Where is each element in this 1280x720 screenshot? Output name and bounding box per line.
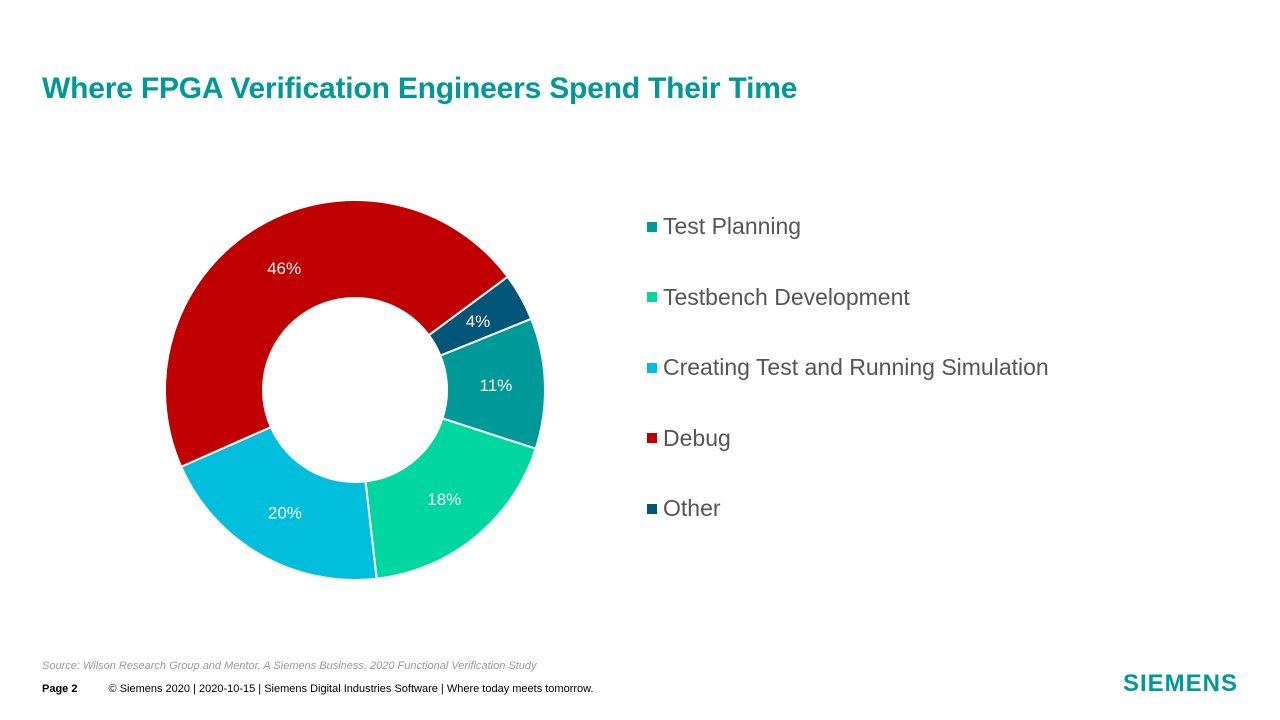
donut-chart: 11% 18% 20% 46% 4%	[150, 185, 560, 595]
slice-label-debug: 46%	[267, 259, 301, 278]
slice-creating-test-and-running-simulation	[179, 425, 378, 581]
legend-label: Creating Test and Running Simulation	[663, 354, 1049, 380]
page-title: Where FPGA Verification Engineers Spend …	[42, 72, 798, 105]
legend-swatch	[647, 362, 657, 373]
legend-label: Test Planning	[663, 213, 802, 239]
slice-label-creating-test-and-running-simulation: 20%	[268, 503, 302, 522]
siemens-logo: SIEMENS	[1122, 670, 1238, 697]
legend-swatch	[647, 503, 657, 514]
legend-item-other: Other	[647, 490, 1049, 527]
page-number: Page 2	[42, 683, 78, 695]
slice-testbench-development	[364, 417, 537, 580]
slice-label-other: 4%	[466, 312, 491, 331]
legend-item-test-planning: Test Planning	[647, 208, 1049, 245]
slice-label-testbench-development: 18%	[427, 490, 461, 509]
donut-chart-svg: 11% 18% 20% 46% 4%	[164, 199, 546, 581]
legend-swatch	[647, 433, 657, 443]
slice-other	[427, 275, 533, 357]
legend-label: Debug	[663, 424, 731, 451]
legend-swatch	[647, 292, 657, 302]
footer-text: © Siemens 2020 | 2020-10-15 | Siemens Di…	[108, 683, 594, 695]
chart-legend: Test Planning Testbench Development Creati…	[647, 208, 1049, 561]
source-note: Source: Wilson Research Group and Mentor…	[42, 660, 537, 672]
legend-label: Testbench Development	[663, 283, 910, 310]
legend-item-creating-test-and-running-simulation: Creating Test and Running Simulation	[647, 349, 1049, 386]
legend-item-debug: Debug	[647, 420, 1049, 457]
legend-label: Other	[663, 495, 721, 521]
slice-debug	[164, 199, 510, 469]
slice-label-test-planning: 11%	[480, 376, 513, 395]
legend-item-testbench-development: Testbench Development	[647, 279, 1049, 316]
footer: Page 2 © Siemens 2020 | 2020-10-15 | Sie…	[42, 683, 594, 695]
legend-swatch	[647, 221, 657, 232]
